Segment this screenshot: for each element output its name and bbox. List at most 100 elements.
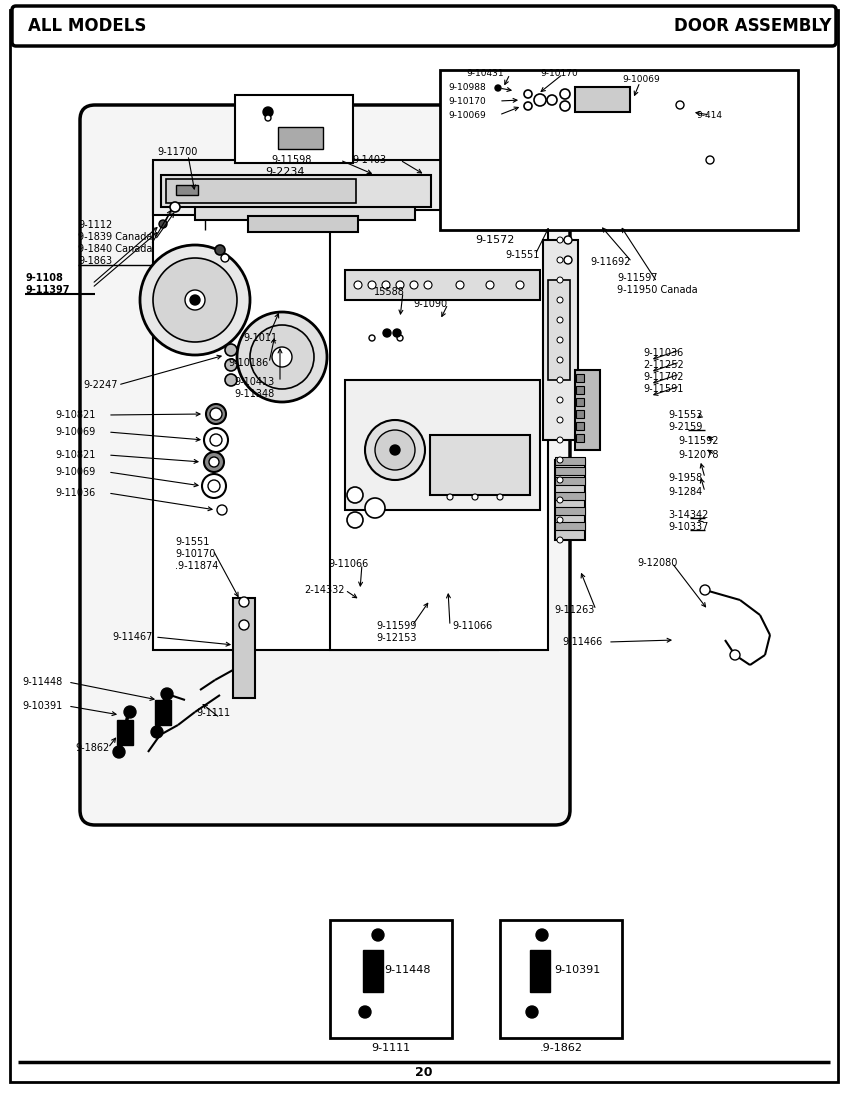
Circle shape xyxy=(516,280,524,289)
Text: 9-10821: 9-10821 xyxy=(55,410,95,420)
Text: 9-10413: 9-10413 xyxy=(234,377,274,387)
Circle shape xyxy=(369,336,375,341)
Circle shape xyxy=(397,336,403,341)
Bar xyxy=(543,240,578,440)
Circle shape xyxy=(472,494,478,501)
Text: 9-11036: 9-11036 xyxy=(55,488,95,498)
Bar xyxy=(176,185,198,195)
Circle shape xyxy=(557,337,563,343)
Circle shape xyxy=(557,437,563,443)
Circle shape xyxy=(375,430,415,470)
Bar xyxy=(576,386,584,394)
Bar xyxy=(555,468,585,475)
Text: 9-1839 Canada: 9-1839 Canada xyxy=(78,232,153,242)
Circle shape xyxy=(557,537,563,543)
Text: 9-1551: 9-1551 xyxy=(175,537,209,547)
Text: 9-1403: 9-1403 xyxy=(352,155,386,165)
Bar xyxy=(555,522,585,530)
Circle shape xyxy=(185,290,205,310)
Bar xyxy=(440,70,798,230)
Text: 9-11591: 9-11591 xyxy=(643,384,683,394)
Circle shape xyxy=(557,477,563,483)
Bar xyxy=(575,370,600,450)
Circle shape xyxy=(424,280,432,289)
Circle shape xyxy=(557,257,563,263)
Bar xyxy=(330,920,452,1038)
Text: 9-11599: 9-11599 xyxy=(376,621,416,631)
Bar xyxy=(117,720,133,745)
Text: 9-10821: 9-10821 xyxy=(55,450,95,460)
Circle shape xyxy=(557,297,563,302)
Circle shape xyxy=(557,236,563,243)
Circle shape xyxy=(206,404,226,424)
Circle shape xyxy=(265,116,271,121)
Circle shape xyxy=(153,258,237,342)
Circle shape xyxy=(204,452,224,472)
Circle shape xyxy=(272,346,292,367)
Text: ALL MODELS: ALL MODELS xyxy=(28,16,147,35)
Text: 9-11467: 9-11467 xyxy=(112,632,153,642)
Circle shape xyxy=(124,706,136,718)
Bar xyxy=(363,950,383,992)
Bar xyxy=(500,920,622,1038)
Circle shape xyxy=(225,344,237,356)
Circle shape xyxy=(497,494,503,501)
Circle shape xyxy=(237,312,327,402)
Circle shape xyxy=(113,746,125,758)
Text: 9-12153: 9-12153 xyxy=(376,632,416,644)
Text: 9-11700: 9-11700 xyxy=(157,147,198,157)
Circle shape xyxy=(524,90,532,98)
Circle shape xyxy=(368,280,376,289)
Bar xyxy=(555,492,585,500)
Text: 9-12080: 9-12080 xyxy=(637,558,678,568)
FancyBboxPatch shape xyxy=(12,6,836,46)
Circle shape xyxy=(447,494,453,501)
Circle shape xyxy=(190,295,200,305)
Circle shape xyxy=(676,101,684,109)
Text: 9-1112: 9-1112 xyxy=(78,220,112,230)
Text: 9-10391: 9-10391 xyxy=(22,701,62,711)
Circle shape xyxy=(239,597,249,607)
Text: 9-10170: 9-10170 xyxy=(448,97,486,106)
Text: 9-10391: 9-10391 xyxy=(554,965,600,975)
Circle shape xyxy=(382,280,390,289)
Circle shape xyxy=(456,280,464,289)
Text: 9-10069: 9-10069 xyxy=(622,76,660,85)
Bar xyxy=(235,95,353,163)
Bar xyxy=(555,477,585,485)
Text: 9-10069: 9-10069 xyxy=(55,427,95,437)
Text: 9-414: 9-414 xyxy=(696,110,722,120)
Text: .9-11874: .9-11874 xyxy=(175,561,219,571)
Text: 2-14332: 2-14332 xyxy=(304,585,344,595)
Text: 9-1108: 9-1108 xyxy=(25,273,63,283)
Circle shape xyxy=(557,277,563,283)
Text: 9-1111: 9-1111 xyxy=(371,1043,410,1053)
Bar xyxy=(153,160,498,215)
Text: 9-2159: 9-2159 xyxy=(668,422,702,432)
Circle shape xyxy=(557,456,563,463)
Text: 9-1551: 9-1551 xyxy=(505,250,539,260)
Circle shape xyxy=(202,474,226,498)
Text: 9-1862: 9-1862 xyxy=(75,742,109,754)
Text: 9-12078: 9-12078 xyxy=(678,450,718,460)
Bar xyxy=(548,280,570,380)
Bar xyxy=(153,165,498,650)
Text: 9-10186: 9-10186 xyxy=(228,358,268,368)
Circle shape xyxy=(557,358,563,363)
Text: 9-11597: 9-11597 xyxy=(617,273,657,283)
Bar xyxy=(330,210,548,650)
Text: 9-11466: 9-11466 xyxy=(562,637,602,647)
Bar xyxy=(575,87,630,112)
Text: 9-1553: 9-1553 xyxy=(668,410,702,420)
Circle shape xyxy=(534,94,546,106)
Text: 9-10988: 9-10988 xyxy=(448,84,486,92)
Text: 9-1011: 9-1011 xyxy=(243,333,277,343)
Text: 9-11263: 9-11263 xyxy=(554,605,594,615)
Circle shape xyxy=(557,377,563,383)
Circle shape xyxy=(536,930,548,940)
Bar xyxy=(166,179,356,204)
Bar xyxy=(195,192,415,220)
Circle shape xyxy=(250,324,314,389)
Circle shape xyxy=(225,359,237,371)
Circle shape xyxy=(560,101,570,111)
